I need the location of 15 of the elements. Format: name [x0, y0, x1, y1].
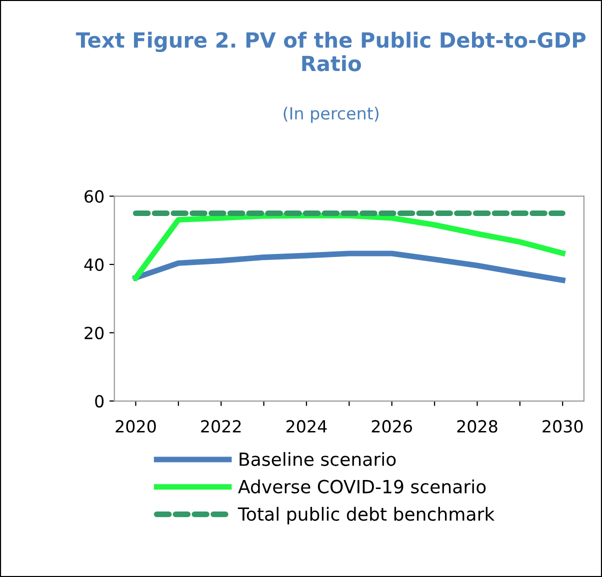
legend-label: Baseline scenario	[240, 452, 396, 466]
y-tick-label: 20	[84, 326, 104, 340]
y-tick-label: 40	[84, 258, 104, 272]
x-tick-label: 2026	[372, 420, 412, 433]
x-tick-label: 2030	[542, 420, 583, 433]
legend-label: Adverse COVID-19 scenario	[238, 479, 486, 494]
x-tick-label: 2022	[201, 420, 241, 433]
x-tick-label: 2020	[116, 420, 156, 433]
legend-label: Total public debt benchmark	[238, 506, 495, 524]
y-tick-label: 60	[84, 190, 104, 203]
x-tick-label: 2024	[286, 420, 327, 433]
chart-title: Text Figure 2. PV of the Public Debt-to-GDP Ratio	[76, 32, 586, 72]
y-tick-label: 0	[95, 394, 104, 408]
x-tick-label: 2028	[457, 420, 498, 433]
chart-subtitle: (In percent)	[284, 106, 378, 123]
